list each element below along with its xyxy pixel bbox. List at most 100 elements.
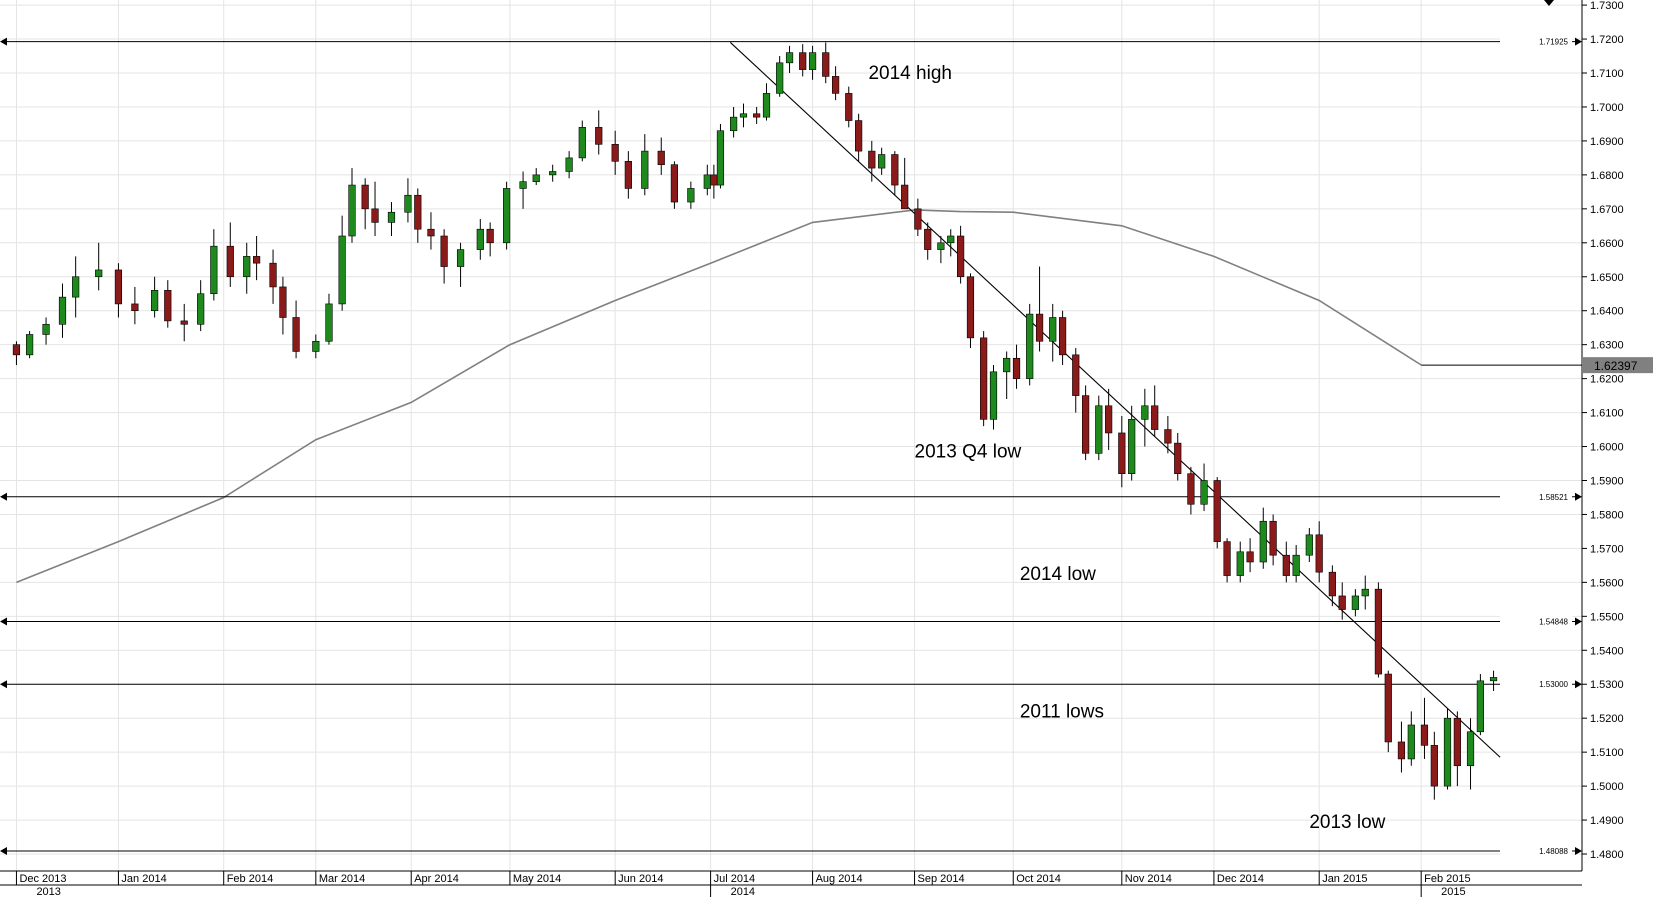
candle-body: [226, 245, 234, 278]
candle: [1058, 310, 1067, 366]
candle-body: [822, 52, 830, 77]
candle-body: [1118, 432, 1126, 475]
candle-body: [1223, 541, 1231, 576]
candle-body: [1082, 395, 1090, 454]
level-annotation: 2014 high: [868, 63, 951, 84]
candle: [1361, 575, 1369, 610]
x-tick-label: Dec 2013: [19, 873, 66, 885]
candle: [1246, 538, 1254, 573]
candle-body: [1466, 731, 1475, 767]
candle-body: [855, 120, 863, 152]
y-tick-label: 1.6000: [1590, 442, 1624, 454]
level-value-label: 1.58521: [1539, 493, 1568, 502]
candle-body: [716, 130, 725, 186]
candle-body: [348, 184, 356, 237]
candle-body: [1489, 677, 1498, 682]
candle: [808, 45, 817, 80]
candle: [427, 212, 435, 250]
y-tick-label: 1.5600: [1590, 577, 1624, 589]
y-tick-label: 1.7200: [1590, 34, 1624, 46]
candle: [1305, 528, 1313, 562]
candle: [253, 236, 261, 281]
candle: [831, 66, 840, 101]
level-arrow-right: [1575, 847, 1582, 856]
candle-body: [980, 337, 988, 420]
x-tick-label: Dec 2014: [1217, 873, 1264, 885]
y-tick-label: 1.7000: [1590, 102, 1624, 114]
candle: [387, 202, 396, 237]
candle-body: [414, 194, 422, 230]
candle-body: [1141, 405, 1149, 420]
candle: [210, 229, 218, 301]
candle-body: [476, 228, 484, 250]
candle: [1174, 432, 1182, 481]
candle-body: [989, 371, 998, 420]
candle: [1259, 507, 1267, 569]
candle: [753, 106, 761, 124]
candle: [1420, 697, 1429, 759]
candle: [937, 236, 945, 264]
y-tick-label: 1.6200: [1590, 374, 1624, 386]
candle: [1374, 582, 1383, 678]
candle: [1292, 545, 1300, 583]
candle-body: [325, 303, 333, 342]
candle-body: [486, 228, 494, 244]
candle: [1128, 405, 1136, 481]
candle: [180, 303, 188, 342]
candle-body: [739, 113, 748, 118]
y-tick-label: 1.5500: [1590, 611, 1624, 623]
x-tick-label: Mar 2014: [319, 873, 365, 885]
candle-body: [799, 52, 807, 70]
candle-body: [1282, 554, 1290, 576]
x-tick-label: Apr 2014: [414, 873, 459, 885]
x-tick-label: May 2014: [513, 873, 561, 885]
candle: [1035, 266, 1044, 352]
candle-body: [58, 296, 67, 325]
current-value-box: [1583, 357, 1653, 374]
y-tick-label: 1.6100: [1590, 408, 1624, 420]
candle: [1141, 388, 1149, 447]
candle: [1338, 582, 1346, 620]
candle-body: [503, 188, 511, 244]
y-tick-label: 1.5300: [1590, 679, 1624, 691]
candle: [1397, 721, 1406, 773]
candle-body: [1430, 745, 1438, 787]
x-tick-label: Sep 2014: [918, 873, 965, 885]
candle-body: [1026, 313, 1034, 379]
candle-body: [1407, 724, 1415, 760]
candle: [924, 222, 932, 260]
candle-body: [1443, 717, 1452, 787]
candle: [456, 242, 465, 287]
candle-body: [427, 228, 435, 237]
x-tick-label: Jul 2014: [714, 873, 756, 885]
candle-body: [710, 174, 718, 186]
candle: [1151, 385, 1159, 437]
candle-body: [292, 317, 300, 352]
candle-body: [868, 150, 876, 169]
candle: [565, 151, 573, 179]
candle: [503, 181, 511, 250]
candle: [1489, 670, 1498, 692]
level-arrow-left: [0, 37, 7, 46]
candle-body: [808, 52, 817, 70]
candle: [95, 242, 103, 291]
candle: [739, 103, 748, 128]
candle: [404, 178, 412, 223]
level-arrow-right: [1575, 37, 1582, 46]
candle-body: [1315, 534, 1323, 573]
candle-body: [624, 160, 632, 189]
candle-body: [253, 256, 261, 264]
candle: [578, 120, 586, 162]
candle: [1430, 731, 1438, 800]
candle: [1453, 711, 1461, 787]
candle-body: [210, 245, 218, 295]
candle-body: [776, 62, 784, 94]
level-annotation: 2013 low: [1309, 812, 1385, 833]
candle: [325, 293, 333, 345]
x-tick-label: Feb 2015: [1424, 873, 1470, 885]
candle-body: [1328, 571, 1336, 597]
candle-body: [1200, 480, 1208, 505]
candle-body: [151, 290, 159, 312]
moving-average-line: [16, 209, 1422, 584]
